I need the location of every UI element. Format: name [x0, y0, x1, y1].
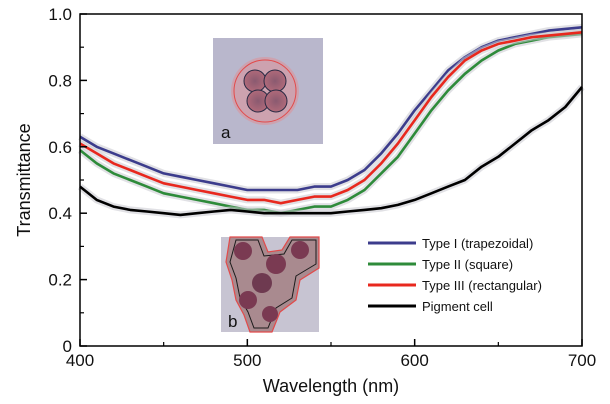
inset-image-b: b: [221, 236, 320, 333]
y-tick-label: 0: [63, 337, 72, 356]
series-line-4: [79, 86, 583, 217]
y-axis-label: Transmittance: [14, 123, 34, 236]
inset-image-a: a: [213, 38, 323, 144]
inset-a-lobe: [243, 69, 267, 93]
inset-a-lobe: [263, 69, 287, 93]
legend-label: Pigment cell: [422, 299, 493, 314]
inset-b-granule: [291, 241, 309, 259]
inset-b-granule: [252, 273, 272, 293]
legend-label: Type I (trapezoidal): [422, 236, 533, 251]
inset-a-lobe: [264, 89, 288, 113]
x-tick-label: 600: [400, 351, 428, 370]
legend-label: Type II (square): [422, 257, 513, 272]
inset-a-label: a: [221, 123, 231, 142]
y-tick-label: 0.8: [48, 71, 72, 90]
y-axis-ticks: 0 0.2 0.4 0.6 0.8 1.0: [48, 5, 87, 356]
x-axis-ticks: 400 500 600 700: [66, 339, 596, 370]
y-tick-label: 0.6: [48, 138, 72, 157]
x-axis-label: Wavelength (nm): [263, 376, 399, 396]
y-tick-label: 0.2: [48, 271, 72, 290]
y-tick-label: 1.0: [48, 5, 72, 24]
series-line-3: [79, 31, 583, 205]
legend: Type I (trapezoidal) Type II (square) Type…: [368, 236, 542, 314]
x-tick-label: 700: [568, 351, 596, 370]
inset-b-granule: [234, 242, 252, 260]
x-tick-label: 400: [66, 351, 94, 370]
x-tick-label: 500: [233, 351, 261, 370]
series-line-shadow: [78, 28, 583, 207]
y-tick-label: 0.4: [48, 204, 72, 223]
series-group: [77, 23, 585, 219]
inset-b-granule: [239, 291, 257, 309]
series-line-2: [79, 32, 583, 215]
inset-a-halo: [231, 57, 299, 125]
legend-label: Type III (rectangular): [422, 278, 542, 293]
series-line-1: [79, 26, 583, 192]
inset-b-granule: [266, 254, 286, 274]
inset-b-label: b: [228, 312, 237, 331]
inset-a-outline-red: [233, 59, 297, 123]
series-line-shadow: [78, 23, 583, 194]
inset-b-granule: [262, 306, 278, 322]
